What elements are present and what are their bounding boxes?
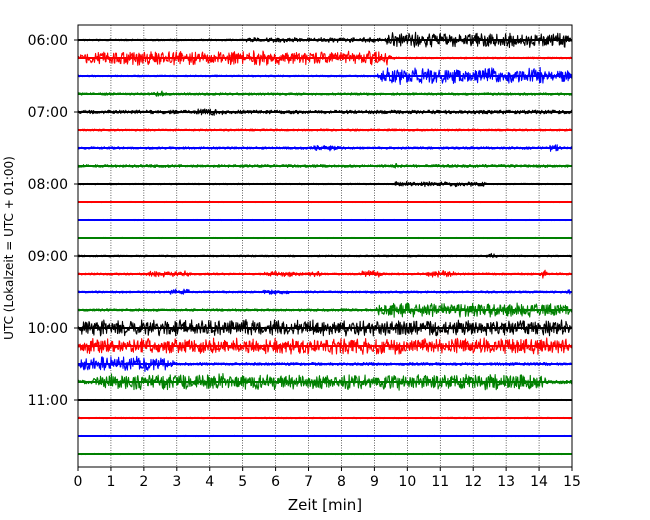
trace-line xyxy=(77,108,573,116)
y-axis-label: UTC (Lokalzeit = UTC + 01:00) xyxy=(2,156,16,340)
x-tick-label: 6 xyxy=(271,474,280,490)
seismogram-traces xyxy=(77,31,573,456)
x-tick-label: 8 xyxy=(337,474,346,490)
x-axis-label: Zeit [min] xyxy=(288,496,362,514)
y-tick-label: 11:00 xyxy=(28,393,68,409)
plot-frame xyxy=(77,24,573,468)
x-tick-label: 12 xyxy=(464,474,482,490)
x-tick-label: 14 xyxy=(530,474,548,490)
x-tick-label: 3 xyxy=(172,474,181,490)
x-tick-label: 13 xyxy=(497,474,515,490)
x-tick-label: 11 xyxy=(431,474,449,490)
y-tick-label: 08:00 xyxy=(28,177,68,193)
x-tick-label: 2 xyxy=(139,474,148,490)
x-tick-label: 9 xyxy=(370,474,379,490)
y-tick-label: 06:00 xyxy=(28,33,68,49)
x-tick-label: 5 xyxy=(238,474,247,490)
x-tick-label: 10 xyxy=(398,474,416,490)
x-tick-label: 0 xyxy=(74,474,83,490)
trace-line xyxy=(77,373,573,391)
x-tick-label: 4 xyxy=(205,474,214,490)
grid-lines xyxy=(110,25,540,467)
x-tick-label: 1 xyxy=(106,474,115,490)
y-tick-label: 10:00 xyxy=(28,321,68,337)
y-tick-label: 09:00 xyxy=(28,249,68,265)
y-tick-label: 07:00 xyxy=(28,105,68,121)
y-axis-ticks: 06:00 07:00 08:00 09:00 10:00 11:00 xyxy=(28,33,78,409)
x-tick-label: 7 xyxy=(304,474,313,490)
x-tick-label: 15 xyxy=(563,474,581,490)
x-axis-ticks: 0 1 2 3 4 5 6 7 8 9 10 11 12 13 14 15 xyxy=(74,467,581,490)
